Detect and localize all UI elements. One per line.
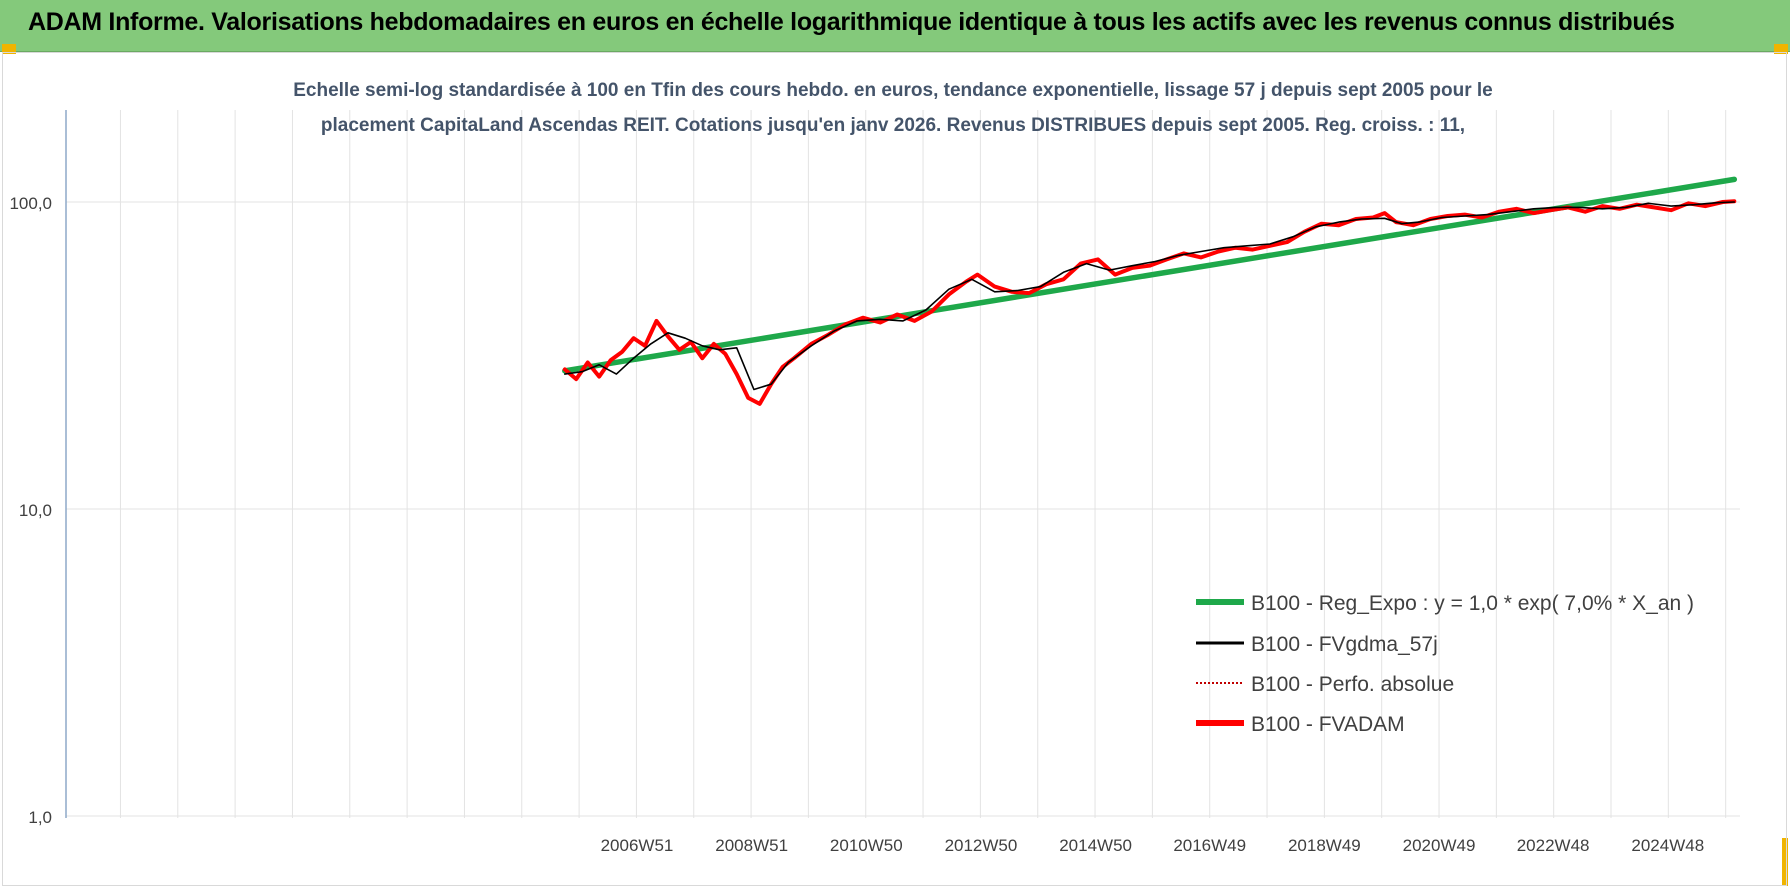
x-tick-label: 2016W49: [1173, 836, 1246, 855]
title-banner: ADAM Informe. Valorisations hebdomadaire…: [0, 0, 1790, 52]
corner-marker-top-left: [2, 44, 16, 54]
legend-label-perfo: B100 - Perfo. absolue: [1251, 673, 1454, 696]
series-lines: [562, 176, 1738, 406]
corner-marker-bottom-right: [1782, 838, 1788, 886]
x-tick-labels: 2006W51 2008W51 2010W50 2012W50 2014W50 2016W…: [601, 836, 1705, 855]
x-tick-label: 2022W48: [1517, 836, 1590, 855]
y-tick-labels: 1,0 10,0 100,0: [9, 194, 52, 827]
y-tick-label: 100,0: [9, 194, 52, 213]
x-tick-label: 2010W50: [830, 836, 903, 855]
y-tick-label: 10,0: [19, 501, 52, 520]
legend-label-fvadam: B100 - FVADAM: [1251, 713, 1405, 736]
x-tick-label: 2012W50: [945, 836, 1018, 855]
chart-title-line-2: placement CapitaLand Ascendas REIT. Cota…: [321, 115, 1465, 136]
legend-label-trend: B100 - Reg_Expo : y = 1,0 * exp( 7,0% * …: [1251, 592, 1694, 615]
series-line-fvgdma: [563, 201, 1736, 391]
legend-label-fvgdma: B100 - FVgdma_57j: [1251, 633, 1438, 656]
x-tick-label: 2008W51: [715, 836, 788, 855]
chart-frame: [2, 52, 1787, 886]
x-tick-label: 2006W51: [601, 836, 674, 855]
x-tick-label: 2014W50: [1059, 836, 1132, 855]
corner-marker-top-right: [1774, 44, 1788, 54]
grid-lines: [66, 110, 1740, 818]
series-line-fvadam: [562, 199, 1737, 406]
y-tick-label: 1,0: [28, 808, 52, 827]
legend: B100 - Reg_Expo : y = 1,0 * exp( 7,0% * …: [1196, 592, 1694, 736]
x-tick-label: 2018W49: [1288, 836, 1361, 855]
x-tick-label: 2024W48: [1631, 836, 1704, 855]
x-tick-label: 2020W49: [1403, 836, 1476, 855]
chart-title-line-1: Echelle semi-log standardisée à 100 en T…: [293, 80, 1493, 101]
banner-title: ADAM Informe. Valorisations hebdomadaire…: [28, 8, 1675, 36]
